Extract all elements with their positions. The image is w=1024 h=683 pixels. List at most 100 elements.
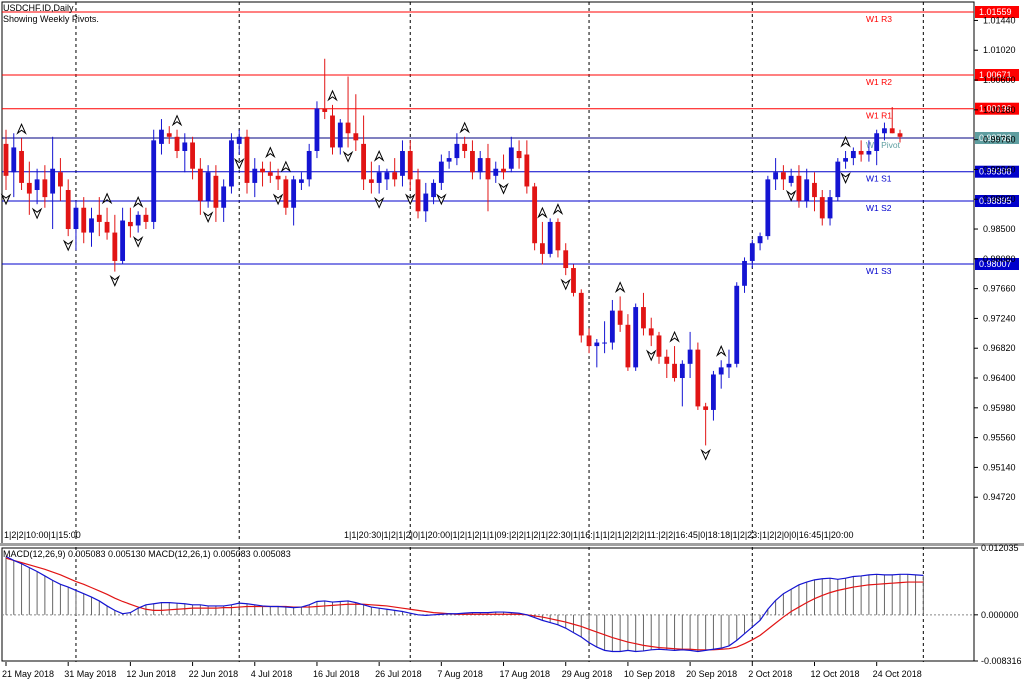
y-tick-label: 0.98080 bbox=[983, 254, 1016, 264]
fractal-up-arrow bbox=[840, 135, 851, 148]
candle-body bbox=[633, 307, 639, 368]
fractal-down-arrow bbox=[700, 448, 711, 461]
candle-body bbox=[687, 349, 693, 364]
candle-body bbox=[81, 207, 87, 233]
candle-body bbox=[73, 207, 79, 230]
y-tick-label: 0.96820 bbox=[983, 343, 1016, 353]
candle-body bbox=[213, 175, 219, 208]
candles bbox=[3, 58, 903, 446]
candle-body bbox=[788, 175, 794, 183]
candle-body bbox=[415, 179, 421, 212]
candle-body bbox=[594, 342, 600, 347]
pivot-price-tag bbox=[975, 6, 1019, 19]
candle-body bbox=[260, 168, 265, 173]
candle-body bbox=[65, 190, 71, 230]
timeline-strip-right: 1|1|20:30|1|2|1|2|0|1|20:00|1|2|1|2|1|1|… bbox=[344, 530, 853, 540]
candle-body bbox=[89, 218, 94, 233]
fractal-up-arrow bbox=[552, 203, 564, 215]
candle-body bbox=[757, 236, 763, 244]
fractal-down-arrow bbox=[373, 197, 385, 209]
candle-body bbox=[400, 150, 405, 176]
pivot-label: W1 R3 bbox=[866, 14, 892, 24]
candle-body bbox=[547, 221, 553, 254]
x-tick-label: 10 Sep 2018 bbox=[624, 669, 675, 679]
candle-body bbox=[850, 150, 856, 159]
fractal-down-arrow bbox=[202, 211, 214, 223]
panel-divider[interactable] bbox=[0, 543, 1024, 546]
candle-body bbox=[858, 150, 864, 155]
candle-body bbox=[454, 143, 460, 159]
fractal-up-arrow bbox=[280, 160, 292, 173]
candle-body bbox=[42, 179, 48, 198]
candle-body bbox=[120, 220, 126, 261]
candle-body bbox=[330, 115, 335, 148]
candle-body bbox=[291, 179, 297, 208]
candle-body bbox=[446, 158, 452, 162]
x-tick-label: 4 Jul 2018 bbox=[251, 669, 293, 679]
fractal-down-arrow bbox=[233, 157, 245, 170]
candle-body bbox=[711, 374, 716, 410]
macd-tick-label: -0.008316 bbox=[981, 656, 1022, 666]
candle-body bbox=[656, 335, 662, 357]
y-tick-label: 0.98920 bbox=[983, 194, 1016, 204]
candle-body bbox=[664, 356, 670, 364]
candle-body bbox=[578, 292, 584, 336]
candle-body bbox=[159, 129, 164, 144]
candle-body bbox=[26, 182, 32, 194]
fractal-down-arrow bbox=[645, 349, 657, 362]
macd-panel: 0.012035 0.000000 -0.008316 bbox=[1, 543, 1022, 666]
fractal-down-arrow bbox=[132, 236, 144, 248]
fractal-down-arrow bbox=[785, 189, 797, 202]
candle-body bbox=[166, 133, 172, 137]
fractal-up-arrow bbox=[101, 192, 113, 205]
indicator-subtitle: Showing Weekly Pivots. bbox=[3, 14, 99, 24]
pivot-label: W1 R2 bbox=[866, 77, 892, 87]
y-tick-label: 0.97240 bbox=[983, 313, 1016, 323]
fractal-up-arrow bbox=[171, 114, 183, 127]
time-axis: 21 May 2018 31 May 2018 12 Jun 2018 22 Jun … bbox=[2, 662, 922, 679]
pivot-price-tag-text: 1.00196 bbox=[979, 104, 1012, 114]
x-tick-label: 26 Jul 2018 bbox=[375, 669, 422, 679]
candle-body bbox=[96, 214, 102, 222]
candle-body bbox=[602, 342, 608, 344]
candle-body bbox=[205, 172, 211, 201]
candle-body bbox=[3, 143, 9, 176]
candle-body bbox=[135, 214, 141, 226]
candle-body bbox=[112, 232, 118, 261]
candle-body bbox=[229, 140, 234, 187]
y-tick-label: 1.01020 bbox=[983, 45, 1016, 55]
y-tick-label: 0.99760 bbox=[983, 135, 1016, 145]
x-tick-label: 17 Aug 2018 bbox=[500, 669, 551, 679]
fractal-down-arrow bbox=[436, 193, 447, 206]
candle-body bbox=[244, 136, 250, 183]
candle-body bbox=[104, 221, 110, 233]
candle-body bbox=[780, 172, 786, 180]
candle-body bbox=[361, 143, 367, 180]
fractal-down-arrow bbox=[840, 172, 851, 184]
candle-body bbox=[819, 197, 825, 219]
candle-body bbox=[524, 154, 530, 187]
candle-body bbox=[742, 260, 747, 286]
candle-body bbox=[384, 172, 390, 180]
pivot-price-tag bbox=[975, 258, 1019, 271]
candle-body bbox=[501, 168, 506, 173]
fractal-up-arrow bbox=[715, 345, 727, 357]
candle-body bbox=[462, 143, 468, 151]
candle-body bbox=[345, 122, 351, 134]
x-tick-label: 22 Jun 2018 bbox=[189, 669, 239, 679]
candle-body bbox=[703, 406, 709, 410]
y-tick-label: 0.97660 bbox=[983, 284, 1016, 294]
x-tick-label: 2 Oct 2018 bbox=[748, 669, 792, 679]
candle-body bbox=[368, 179, 374, 183]
candle-body bbox=[34, 179, 40, 191]
symbol-title: USDCHF.ID,Daily bbox=[3, 3, 74, 13]
candle-body bbox=[726, 363, 732, 368]
fractal-up-arrow bbox=[614, 281, 626, 293]
macd-label: MACD(12,26,9) 0.005083 0.005130 MACD(12,… bbox=[3, 549, 291, 559]
fractal-up-arrow bbox=[459, 121, 470, 134]
candle-body bbox=[765, 179, 771, 237]
macd-signal-line bbox=[5, 557, 924, 651]
candle-body bbox=[438, 161, 444, 183]
candle-body bbox=[376, 172, 382, 183]
